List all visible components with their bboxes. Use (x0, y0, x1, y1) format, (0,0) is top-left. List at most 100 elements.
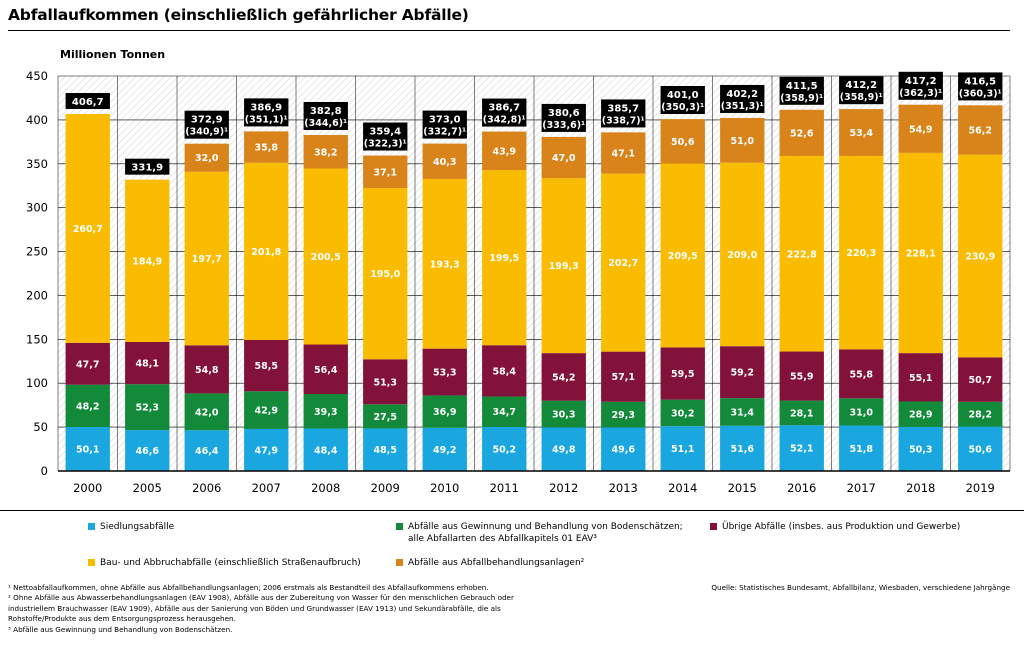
y-tick-label: 450 (26, 69, 48, 83)
total-label-box (482, 98, 527, 127)
y-tick-label: 0 (41, 464, 48, 478)
segment-value-label: 184,9 (132, 256, 162, 267)
x-tick-label: 2015 (728, 481, 757, 495)
bar-segment (303, 344, 348, 395)
bar-segment (482, 131, 527, 171)
segment-value-label: 27,5 (374, 412, 397, 423)
segment-value-label: 58,5 (255, 361, 278, 372)
segment-value-label: 46,6 (136, 446, 160, 457)
stacked-bar-chart: Millionen Tonnen 50,1 48,2 47,7 260,7 406,7 4… (26, 48, 1011, 495)
legend-swatch-bau (88, 559, 95, 566)
y-tick-label: 200 (26, 288, 48, 302)
y-tick-label: 300 (26, 201, 48, 215)
total-value-label: 359,4 (369, 127, 401, 138)
bar-segment (541, 427, 586, 471)
total-label-box (244, 98, 289, 127)
segment-value-label: 49,8 (552, 445, 576, 456)
bar-segment (125, 430, 170, 471)
total-label-box (779, 76, 824, 105)
net-value-label: (338,7)¹ (602, 115, 645, 126)
total-label-box (720, 84, 765, 113)
bar-segment (601, 401, 646, 428)
segment-value-label: 228,1 (906, 249, 936, 260)
bar-segment (184, 345, 229, 394)
bar-segment (65, 114, 110, 343)
total-label-box (898, 71, 943, 100)
total-value-label: 412,2 (845, 80, 877, 91)
legend-swatch-behandlungsanlagen (396, 559, 403, 566)
footnote-2-cont: industriellem Brauchwasser (EAV 1909), A… (8, 603, 501, 613)
total-label-box (422, 110, 467, 139)
bar-segment (65, 427, 110, 471)
segment-value-label: 40,3 (433, 157, 456, 168)
segment-value-label: 222,8 (787, 249, 817, 260)
legend-item-behandlungsanlagen: Abfälle aus Abfallbehandlungsanlagen² (396, 557, 584, 569)
bar-segment (541, 178, 586, 354)
segment-value-label: 32,0 (195, 153, 219, 164)
footnote-2-cont2: Rohstoffe/Produkte aus dem Entsorgungspr… (8, 614, 236, 624)
bar-segment (720, 162, 765, 347)
net-value-label: (332,7)¹ (423, 127, 466, 138)
legend-item-bodenschaetze: Abfälle aus Gewinnung und Behandlung von… (396, 521, 683, 545)
total-value-label: 401,0 (667, 90, 699, 101)
bar-segment (779, 400, 824, 426)
footnote-2: ² Ohne Abfälle aus Abwasserbehandlungsan… (8, 593, 514, 603)
x-tick-label: 2017 (847, 481, 876, 495)
x-tick-label: 2011 (490, 481, 519, 495)
bar-segment (65, 342, 110, 385)
total-label-box (839, 76, 884, 105)
total-label-box (65, 93, 110, 110)
segment-value-label: 193,3 (430, 259, 460, 270)
segment-value-label: 51,3 (374, 377, 397, 388)
bar-segment (541, 400, 586, 428)
segment-value-label: 49,6 (612, 445, 636, 456)
legend-label-siedlung: Siedlungsabfälle (100, 522, 175, 532)
bar-segment (363, 359, 408, 405)
bar-segment (779, 109, 824, 156)
segment-value-label: 47,9 (255, 445, 278, 456)
bar-segment (839, 349, 884, 399)
net-value-label: (322,3)¹ (364, 139, 407, 150)
x-tick-label: 2007 (252, 481, 281, 495)
segment-value-label: 202,7 (608, 258, 638, 269)
net-value-label: (333,6)¹ (542, 120, 585, 131)
x-tick-label: 2019 (966, 481, 995, 495)
segment-value-label: 50,2 (493, 444, 516, 455)
segment-value-label: 57,1 (612, 372, 635, 383)
bar-segment (720, 117, 765, 163)
footnotes: ¹ Nettoabfallaufkommen, ohne Abfälle aus… (8, 583, 568, 635)
segment-value-label: 48,2 (76, 401, 99, 412)
bar-segment (779, 155, 824, 352)
total-value-label: 417,2 (905, 76, 937, 87)
segment-value-label: 30,3 (552, 409, 575, 420)
segment-value-label: 28,9 (909, 410, 932, 421)
bar-segment (779, 425, 824, 471)
segment-value-label: 46,4 (195, 446, 219, 457)
bar-segment (184, 430, 229, 471)
segment-value-label: 51,0 (731, 136, 755, 147)
bar-segment (601, 132, 646, 174)
bar-segment (720, 346, 765, 399)
segment-value-label: 197,7 (192, 254, 222, 265)
total-label-box (363, 122, 408, 151)
segment-value-label: 55,9 (790, 372, 813, 383)
legend-label-bau: Bau- und Abbruchabfälle (einschließlich … (100, 558, 361, 568)
bar-segment (125, 179, 170, 342)
y-tick-label: 350 (26, 157, 48, 171)
segment-value-label: 28,1 (790, 408, 813, 419)
segment-value-label: 42,0 (195, 407, 219, 418)
y-tick-label: 100 (26, 376, 48, 390)
segment-value-label: 49,2 (433, 445, 456, 456)
bar-segment (303, 134, 348, 169)
segment-value-label: 209,0 (727, 250, 757, 261)
title-rule (8, 30, 1010, 31)
y-tick-label: 50 (33, 420, 48, 434)
segment-value-label: 30,2 (671, 408, 694, 419)
legend-item-bau: Bau- und Abbruchabfälle (einschließlich … (88, 557, 361, 569)
segment-value-label: 37,1 (374, 167, 397, 178)
y-tick-label: 150 (26, 332, 48, 346)
bar-segment (244, 428, 289, 471)
segment-value-label: 39,3 (314, 407, 337, 418)
net-value-label: (340,9)¹ (185, 127, 228, 138)
bar-segment (184, 171, 229, 346)
